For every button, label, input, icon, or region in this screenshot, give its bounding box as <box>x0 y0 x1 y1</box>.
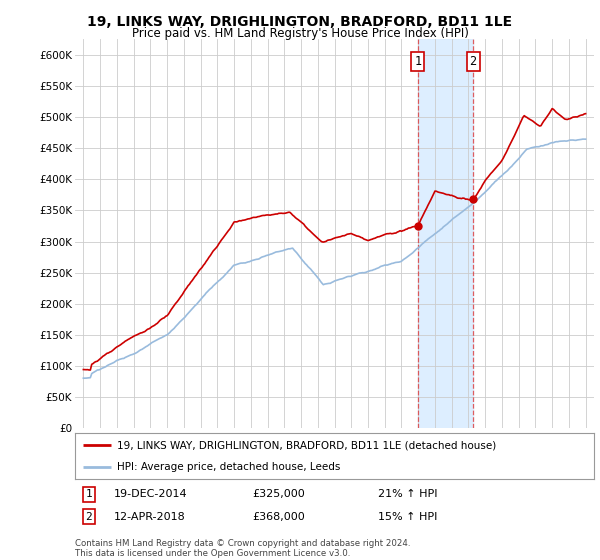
Text: 1: 1 <box>414 55 421 68</box>
Text: Contains HM Land Registry data © Crown copyright and database right 2024.
This d: Contains HM Land Registry data © Crown c… <box>75 539 410 558</box>
Text: 19, LINKS WAY, DRIGHLINGTON, BRADFORD, BD11 1LE (detached house): 19, LINKS WAY, DRIGHLINGTON, BRADFORD, B… <box>116 440 496 450</box>
Text: £368,000: £368,000 <box>252 512 305 522</box>
Bar <box>418 39 473 428</box>
Text: 1: 1 <box>85 489 92 500</box>
Text: 2: 2 <box>85 512 92 522</box>
Text: 19, LINKS WAY, DRIGHLINGTON, BRADFORD, BD11 1LE: 19, LINKS WAY, DRIGHLINGTON, BRADFORD, B… <box>88 15 512 29</box>
Text: 15% ↑ HPI: 15% ↑ HPI <box>378 512 437 522</box>
Text: HPI: Average price, detached house, Leeds: HPI: Average price, detached house, Leed… <box>116 463 340 472</box>
Text: 2: 2 <box>470 55 476 68</box>
Text: Price paid vs. HM Land Registry's House Price Index (HPI): Price paid vs. HM Land Registry's House … <box>131 27 469 40</box>
Text: 19-DEC-2014: 19-DEC-2014 <box>114 489 188 500</box>
Text: 12-APR-2018: 12-APR-2018 <box>114 512 186 522</box>
Text: 21% ↑ HPI: 21% ↑ HPI <box>378 489 437 500</box>
Text: £325,000: £325,000 <box>252 489 305 500</box>
